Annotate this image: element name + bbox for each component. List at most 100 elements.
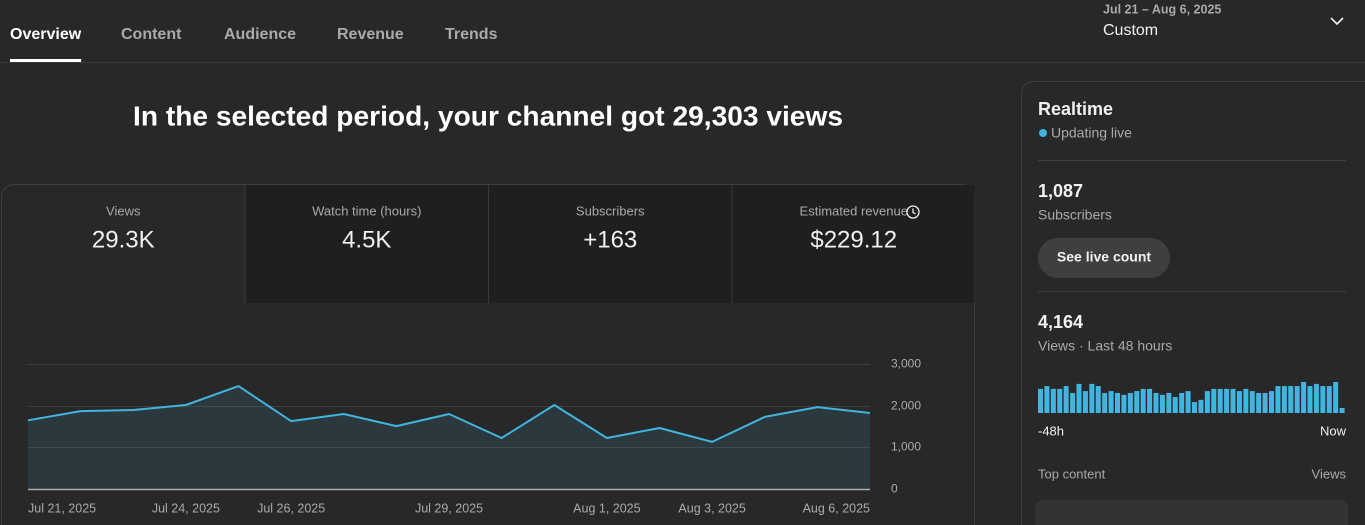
bar — [1121, 394, 1127, 413]
bar — [1281, 386, 1287, 413]
y-tick-label: 1,000 — [891, 440, 921, 454]
bar — [1044, 386, 1050, 413]
bar — [1236, 391, 1242, 413]
tab-bar: Overview Content Audience Revenue Trends — [10, 26, 498, 62]
bar — [1089, 383, 1095, 413]
bar — [1134, 391, 1140, 413]
metric-value: +163 — [583, 226, 637, 253]
bar — [1307, 386, 1313, 413]
tab[interactable]: Overview — [10, 26, 82, 43]
tab[interactable]: Audience — [224, 26, 296, 43]
metric-label: Subscribers — [576, 203, 645, 218]
bar — [1269, 391, 1275, 413]
live-dot — [1039, 129, 1047, 137]
area — [28, 386, 870, 489]
bar — [1076, 383, 1082, 413]
metric-tiles: Views 29.3K Watch time (hours) 4.5K Subscrib… — [92, 185, 975, 303]
views-chart: 0 1,000 2,000 3,000 Jul 21, 2025 Jul 24, 2025… — [27, 357, 921, 515]
bar — [1230, 388, 1236, 413]
bar — [1204, 391, 1210, 413]
bar — [1166, 392, 1172, 413]
y-tick-label: 2,000 — [891, 399, 921, 413]
headline: In the selected period, your channel got… — [133, 100, 843, 131]
line — [27, 385, 871, 443]
bar — [1326, 386, 1332, 413]
bar — [1108, 391, 1114, 413]
y-tick-label: 3,000 — [891, 357, 921, 371]
bar — [1159, 394, 1165, 413]
bar — [1217, 388, 1223, 413]
x-tick-label: Now — [1320, 423, 1347, 438]
bar — [1249, 391, 1255, 413]
bar — [1140, 388, 1146, 413]
subscriber-label: Subscribers — [1038, 207, 1112, 223]
x-tick-label: Jul 24, 2025 — [152, 501, 220, 515]
bar — [1294, 386, 1300, 413]
bar — [1262, 392, 1268, 413]
live-count-button-label[interactable]: See live count — [1057, 249, 1151, 265]
metric-label: Estimated revenue — [800, 203, 908, 218]
live-count-button[interactable] — [1038, 238, 1170, 278]
metric-tile[interactable] — [488, 185, 733, 303]
bar — [1198, 399, 1204, 413]
x-tick-label: Aug 3, 2025 — [678, 501, 745, 515]
views-label: Views · Last 48 hours — [1038, 338, 1172, 354]
bar — [1339, 407, 1345, 413]
x-tick-label: Aug 1, 2025 — [573, 501, 640, 515]
realtime-card — [1021, 81, 1365, 525]
bar — [1050, 388, 1056, 413]
bar — [1082, 391, 1088, 413]
views-count: 4,164 — [1038, 312, 1083, 332]
bar — [1172, 397, 1178, 413]
metric-label: Watch time (hours) — [312, 203, 421, 218]
metric-value: 4.5K — [342, 226, 391, 253]
bar — [1127, 392, 1133, 413]
x-tick-label: -48h — [1038, 423, 1064, 438]
metric-value: $229.12 — [810, 226, 897, 253]
top-content-label: Top content — [1038, 466, 1106, 481]
bar — [1057, 388, 1063, 413]
bar — [1070, 392, 1076, 413]
tab-indicator — [10, 59, 82, 62]
info-icon-hands — [912, 208, 916, 215]
bar — [1313, 383, 1319, 413]
bar — [1147, 388, 1153, 413]
bar — [1256, 392, 1262, 413]
y-tick-label: 0 — [891, 482, 898, 496]
metric-tile[interactable] — [732, 185, 975, 303]
date-range[interactable]: Jul 21 – Aug 6, 2025 — [1103, 2, 1221, 16]
metric-tile[interactable] — [245, 185, 489, 303]
live-status: Updating live — [1051, 125, 1132, 141]
bar — [1179, 392, 1185, 413]
dropdown-chevron[interactable] — [1330, 17, 1344, 26]
bar — [1115, 392, 1121, 413]
bar — [1224, 388, 1230, 413]
x-tick-label: Jul 29, 2025 — [415, 501, 483, 515]
bar — [1038, 388, 1044, 413]
bar — [1102, 392, 1108, 413]
tab[interactable]: Trends — [445, 26, 498, 43]
realtime-chart: -48h Now — [1038, 382, 1347, 438]
bar — [1185, 391, 1191, 413]
bar — [1333, 382, 1339, 413]
bar — [1275, 386, 1281, 413]
subscriber-count: 1,087 — [1038, 181, 1083, 201]
views-column-label: Views — [1312, 466, 1347, 481]
x-tick-label: Jul 26, 2025 — [257, 501, 325, 515]
bar — [1301, 382, 1307, 413]
bar — [1243, 388, 1249, 413]
realtime-title: Realtime — [1038, 99, 1113, 119]
tab[interactable]: Revenue — [337, 26, 404, 43]
bar — [1288, 386, 1294, 413]
x-tick-label: Jul 21, 2025 — [28, 501, 96, 515]
info-icon[interactable] — [906, 205, 920, 219]
tab[interactable]: Content — [121, 26, 182, 43]
bar — [1320, 386, 1326, 413]
top-content-item[interactable] — [1035, 500, 1348, 525]
bar — [1211, 388, 1217, 413]
date-preset[interactable]: Custom — [1103, 22, 1158, 39]
x-tick-label: Aug 6, 2025 — [803, 501, 870, 515]
bar — [1063, 386, 1069, 413]
